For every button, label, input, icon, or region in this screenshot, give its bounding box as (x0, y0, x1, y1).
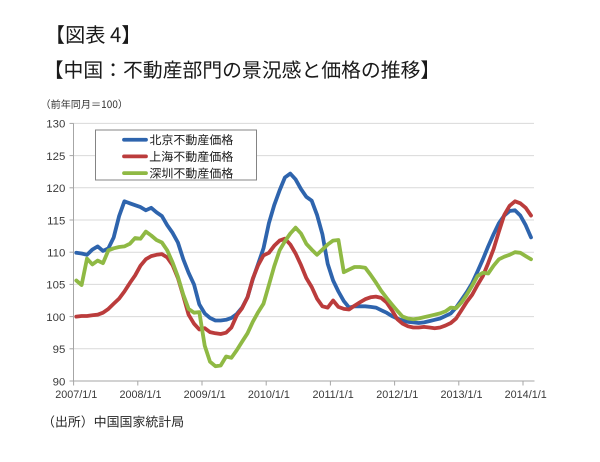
svg-text:2012/1/1: 2012/1/1 (376, 389, 418, 401)
svg-text:110: 110 (47, 248, 65, 260)
svg-text:130: 130 (46, 119, 65, 131)
svg-text:2008/1/1: 2008/1/1 (119, 389, 161, 401)
svg-text:115: 115 (47, 215, 65, 227)
svg-text:90: 90 (53, 376, 66, 388)
svg-text:2013/1/1: 2013/1/1 (440, 389, 482, 401)
svg-text:100: 100 (46, 312, 65, 324)
svg-text:105: 105 (46, 280, 65, 292)
svg-text:95: 95 (53, 344, 66, 356)
svg-text:2009/1/1: 2009/1/1 (184, 389, 226, 401)
svg-text:2014/1/1: 2014/1/1 (505, 389, 547, 401)
svg-text:2011/1/1: 2011/1/1 (312, 389, 353, 401)
svg-text:2010/1/1: 2010/1/1 (248, 389, 290, 401)
svg-text:120: 120 (46, 183, 65, 195)
svg-text:2007/1/1: 2007/1/1 (55, 389, 97, 401)
svg-text:125: 125 (46, 151, 65, 163)
